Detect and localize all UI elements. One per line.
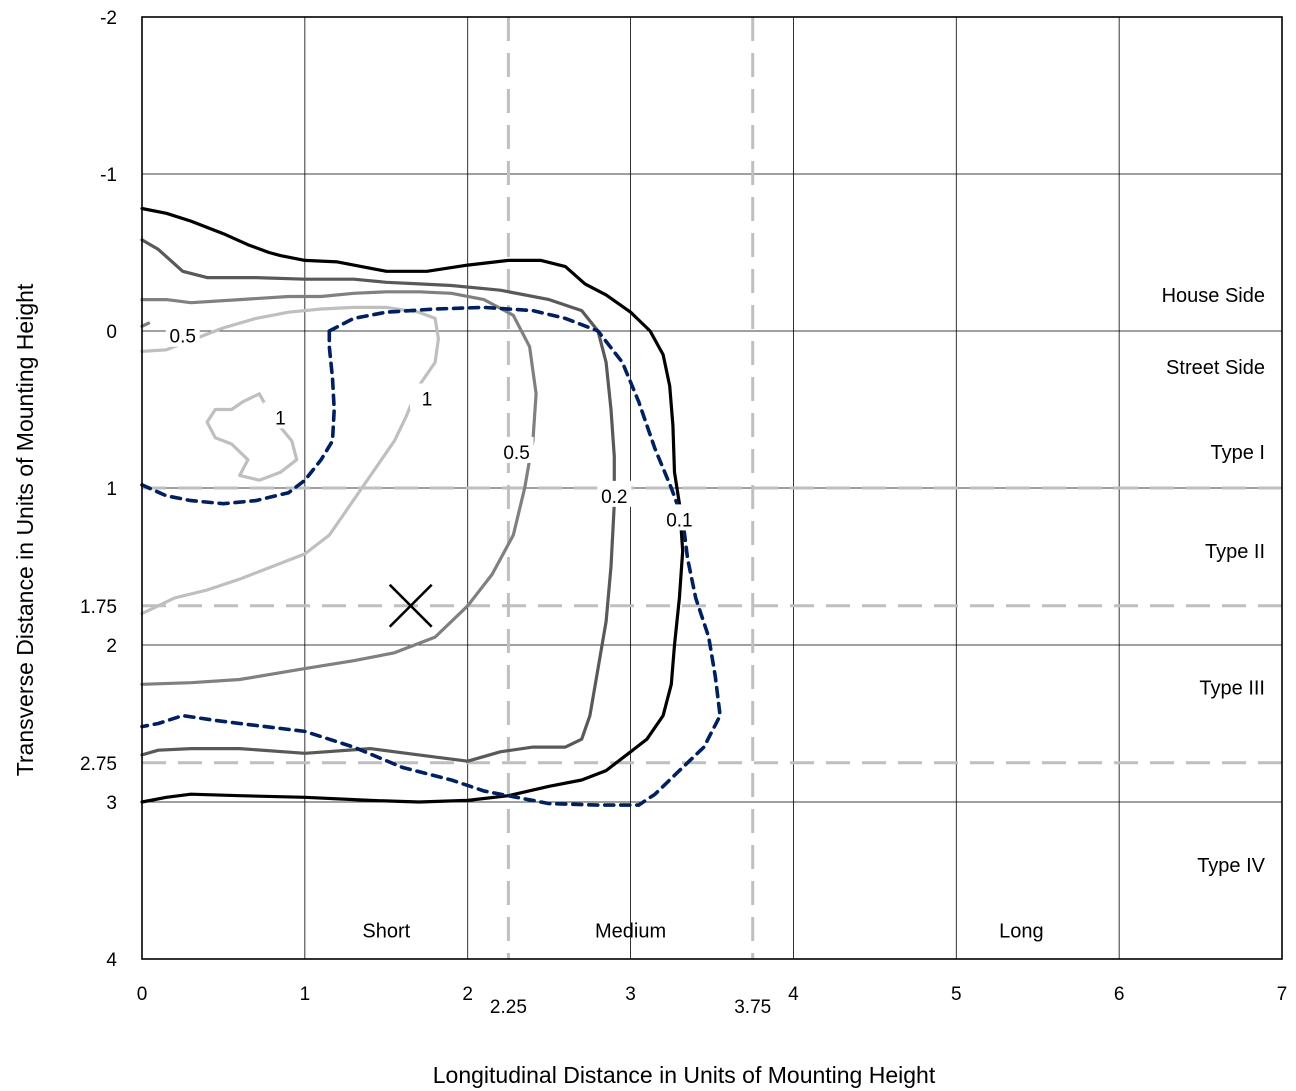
contour-line-4 (205, 392, 299, 482)
x-tick-label: 3 (625, 984, 636, 1005)
reference-dashed-lines (142, 17, 1282, 959)
x-tick-label: 0 (137, 984, 148, 1005)
zone-label: House Side (1162, 285, 1265, 307)
plot-frame (141, 16, 1283, 960)
zone-label: Long (999, 921, 1044, 943)
y-tick-label: 1.75 (80, 597, 117, 618)
zone-labels: House Side Street Side Type I Type II Type I… (362, 285, 1265, 943)
zone-label: Type IV (1197, 855, 1265, 877)
contour-line-6 (140, 329, 336, 506)
contour-line-3 (140, 305, 440, 616)
contour-line-2 (140, 290, 538, 686)
contour-label-bg (499, 436, 534, 463)
y-tick-label: 2.75 (80, 754, 117, 775)
contour-series: 0.1 0.2 0.5 1 1 0.5 (140, 206, 722, 807)
x-tick-labels: 0 1 2 3 4 5 6 7 2.25 3.75 (137, 984, 1288, 1018)
x-extra-tick-label: 3.75 (734, 997, 771, 1018)
x-axis-title: Longitudinal Distance in Units of Mounti… (433, 1062, 936, 1088)
x-tick-label: 1 (300, 984, 311, 1005)
zone-label: Medium (595, 921, 666, 943)
y-tick-label: 0 (106, 322, 117, 343)
zone-label: Type I (1211, 442, 1265, 464)
contour-label-bg (597, 480, 632, 507)
x-tick-label: 6 (1114, 984, 1125, 1005)
y-tick-label: 2 (106, 636, 117, 657)
contour-label-3: 1 (422, 390, 433, 411)
contour-line-7 (140, 321, 151, 328)
contour-label-bg (263, 402, 298, 429)
contour-label-bg (662, 504, 697, 531)
y-tick-label: -2 (100, 8, 117, 29)
zone-label: Type II (1205, 541, 1265, 563)
contour-line-1 (140, 238, 616, 763)
contour-line-5 (140, 305, 722, 807)
y-axis-title: Transverse Distance in Units of Mounting… (12, 283, 38, 776)
contour-line-0 (140, 206, 685, 804)
y-tick-label: 1 (106, 479, 117, 500)
x-tick-label: 7 (1277, 984, 1288, 1005)
zone-label: Street Side (1166, 357, 1265, 379)
zone-label: Type III (1199, 677, 1265, 699)
x-marker-stroke-b (388, 583, 433, 628)
contour-label-2: 0.5 (503, 443, 529, 464)
plot-border (141, 16, 1283, 960)
contour-label-1: 0.2 (601, 487, 627, 508)
y-tick-label: 3 (106, 793, 117, 814)
contour-label-4: 1 (275, 408, 286, 429)
x-marker (388, 583, 433, 628)
x-tick-label: 5 (951, 984, 962, 1005)
contour-label-7: 0.5 (170, 327, 196, 348)
y-tick-label: -1 (100, 165, 117, 186)
contour-label-0: 0.1 (666, 510, 692, 531)
contour-label-bg (165, 320, 200, 347)
y-tick-label: 4 (106, 950, 117, 971)
contour-label-bg (410, 383, 444, 410)
y-tick-labels: -2 -1 0 1 1.75 2 2.75 3 4 (80, 8, 117, 971)
x-tick-label: 2 (462, 984, 473, 1005)
x-extra-tick-label: 2.25 (490, 997, 527, 1018)
x-tick-label: 4 (788, 984, 799, 1005)
zone-label: Short (362, 921, 410, 943)
